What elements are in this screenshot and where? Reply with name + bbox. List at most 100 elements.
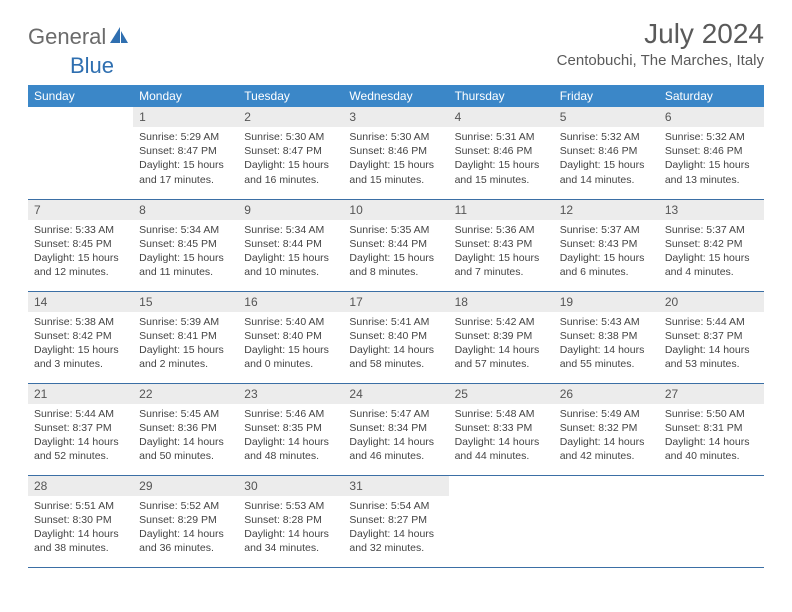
day-details: Sunrise: 5:49 AMSunset: 8:32 PMDaylight:…	[554, 404, 659, 470]
day-details: Sunrise: 5:48 AMSunset: 8:33 PMDaylight:…	[449, 404, 554, 470]
day-details: Sunrise: 5:54 AMSunset: 8:27 PMDaylight:…	[343, 496, 448, 562]
day-details: Sunrise: 5:44 AMSunset: 8:37 PMDaylight:…	[28, 404, 133, 470]
calendar-day-cell: 29Sunrise: 5:52 AMSunset: 8:29 PMDayligh…	[133, 475, 238, 567]
day-details: Sunrise: 5:35 AMSunset: 8:44 PMDaylight:…	[343, 220, 448, 286]
day-number: 4	[449, 107, 554, 127]
calendar-day-cell: 1Sunrise: 5:29 AMSunset: 8:47 PMDaylight…	[133, 107, 238, 199]
calendar-week-row: 21Sunrise: 5:44 AMSunset: 8:37 PMDayligh…	[28, 383, 764, 475]
logo-sail-icon	[108, 25, 130, 50]
day-details: Sunrise: 5:43 AMSunset: 8:38 PMDaylight:…	[554, 312, 659, 378]
day-number: 20	[659, 292, 764, 312]
title-block: July 2024 Centobuchi, The Marches, Italy	[557, 18, 764, 69]
calendar-day-cell: 15Sunrise: 5:39 AMSunset: 8:41 PMDayligh…	[133, 291, 238, 383]
day-details: Sunrise: 5:53 AMSunset: 8:28 PMDaylight:…	[238, 496, 343, 562]
day-number: 25	[449, 384, 554, 404]
day-number: 14	[28, 292, 133, 312]
weekday-header: Monday	[133, 85, 238, 107]
calendar-day-cell: 11Sunrise: 5:36 AMSunset: 8:43 PMDayligh…	[449, 199, 554, 291]
day-number: 18	[449, 292, 554, 312]
day-details: Sunrise: 5:52 AMSunset: 8:29 PMDaylight:…	[133, 496, 238, 562]
calendar-day-cell: 17Sunrise: 5:41 AMSunset: 8:40 PMDayligh…	[343, 291, 448, 383]
day-number: 1	[133, 107, 238, 127]
calendar-day-cell: 5Sunrise: 5:32 AMSunset: 8:46 PMDaylight…	[554, 107, 659, 199]
weekday-header: Sunday	[28, 85, 133, 107]
calendar-table: Sunday Monday Tuesday Wednesday Thursday…	[28, 85, 764, 568]
calendar-day-cell: 30Sunrise: 5:53 AMSunset: 8:28 PMDayligh…	[238, 475, 343, 567]
day-number: 31	[343, 476, 448, 496]
calendar-week-row: 7Sunrise: 5:33 AMSunset: 8:45 PMDaylight…	[28, 199, 764, 291]
calendar-day-cell: 25Sunrise: 5:48 AMSunset: 8:33 PMDayligh…	[449, 383, 554, 475]
calendar-week-row: 28Sunrise: 5:51 AMSunset: 8:30 PMDayligh…	[28, 475, 764, 567]
calendar-day-cell: 23Sunrise: 5:46 AMSunset: 8:35 PMDayligh…	[238, 383, 343, 475]
day-details: Sunrise: 5:32 AMSunset: 8:46 PMDaylight:…	[659, 127, 764, 193]
logo-text-blue: Blue	[70, 53, 114, 78]
calendar-day-cell: 22Sunrise: 5:45 AMSunset: 8:36 PMDayligh…	[133, 383, 238, 475]
calendar-day-cell: 19Sunrise: 5:43 AMSunset: 8:38 PMDayligh…	[554, 291, 659, 383]
day-details: Sunrise: 5:42 AMSunset: 8:39 PMDaylight:…	[449, 312, 554, 378]
calendar-day-cell	[449, 475, 554, 567]
calendar-day-cell: 24Sunrise: 5:47 AMSunset: 8:34 PMDayligh…	[343, 383, 448, 475]
day-number: 21	[28, 384, 133, 404]
calendar-day-cell: 12Sunrise: 5:37 AMSunset: 8:43 PMDayligh…	[554, 199, 659, 291]
day-number: 28	[28, 476, 133, 496]
day-details: Sunrise: 5:50 AMSunset: 8:31 PMDaylight:…	[659, 404, 764, 470]
day-number: 7	[28, 200, 133, 220]
day-number: 10	[343, 200, 448, 220]
day-details: Sunrise: 5:34 AMSunset: 8:44 PMDaylight:…	[238, 220, 343, 286]
calendar-day-cell: 18Sunrise: 5:42 AMSunset: 8:39 PMDayligh…	[449, 291, 554, 383]
day-number: 2	[238, 107, 343, 127]
day-details: Sunrise: 5:40 AMSunset: 8:40 PMDaylight:…	[238, 312, 343, 378]
day-number: 12	[554, 200, 659, 220]
day-number: 23	[238, 384, 343, 404]
weekday-header: Wednesday	[343, 85, 448, 107]
calendar-day-cell: 28Sunrise: 5:51 AMSunset: 8:30 PMDayligh…	[28, 475, 133, 567]
day-details: Sunrise: 5:31 AMSunset: 8:46 PMDaylight:…	[449, 127, 554, 193]
day-details: Sunrise: 5:51 AMSunset: 8:30 PMDaylight:…	[28, 496, 133, 562]
logo: General	[28, 24, 130, 50]
calendar-day-cell: 4Sunrise: 5:31 AMSunset: 8:46 PMDaylight…	[449, 107, 554, 199]
day-details: Sunrise: 5:47 AMSunset: 8:34 PMDaylight:…	[343, 404, 448, 470]
calendar-week-row: 1Sunrise: 5:29 AMSunset: 8:47 PMDaylight…	[28, 107, 764, 199]
day-number: 6	[659, 107, 764, 127]
calendar-day-cell: 13Sunrise: 5:37 AMSunset: 8:42 PMDayligh…	[659, 199, 764, 291]
day-number: 26	[554, 384, 659, 404]
logo-text-general: General	[28, 24, 106, 50]
day-details: Sunrise: 5:34 AMSunset: 8:45 PMDaylight:…	[133, 220, 238, 286]
calendar-day-cell: 20Sunrise: 5:44 AMSunset: 8:37 PMDayligh…	[659, 291, 764, 383]
calendar-day-cell: 10Sunrise: 5:35 AMSunset: 8:44 PMDayligh…	[343, 199, 448, 291]
calendar-day-cell: 6Sunrise: 5:32 AMSunset: 8:46 PMDaylight…	[659, 107, 764, 199]
calendar-day-cell: 27Sunrise: 5:50 AMSunset: 8:31 PMDayligh…	[659, 383, 764, 475]
day-number: 9	[238, 200, 343, 220]
calendar-day-cell: 26Sunrise: 5:49 AMSunset: 8:32 PMDayligh…	[554, 383, 659, 475]
day-number: 5	[554, 107, 659, 127]
day-number: 15	[133, 292, 238, 312]
calendar-day-cell	[28, 107, 133, 199]
calendar-day-cell: 8Sunrise: 5:34 AMSunset: 8:45 PMDaylight…	[133, 199, 238, 291]
calendar-day-cell: 9Sunrise: 5:34 AMSunset: 8:44 PMDaylight…	[238, 199, 343, 291]
calendar-day-cell: 16Sunrise: 5:40 AMSunset: 8:40 PMDayligh…	[238, 291, 343, 383]
calendar-day-cell: 3Sunrise: 5:30 AMSunset: 8:46 PMDaylight…	[343, 107, 448, 199]
day-number: 24	[343, 384, 448, 404]
calendar-page: General July 2024 Centobuchi, The Marche…	[0, 0, 792, 568]
day-details: Sunrise: 5:37 AMSunset: 8:42 PMDaylight:…	[659, 220, 764, 286]
day-number: 13	[659, 200, 764, 220]
day-details: Sunrise: 5:41 AMSunset: 8:40 PMDaylight:…	[343, 312, 448, 378]
calendar-day-cell	[659, 475, 764, 567]
weekday-header-row: Sunday Monday Tuesday Wednesday Thursday…	[28, 85, 764, 107]
calendar-week-row: 14Sunrise: 5:38 AMSunset: 8:42 PMDayligh…	[28, 291, 764, 383]
day-details: Sunrise: 5:30 AMSunset: 8:46 PMDaylight:…	[343, 127, 448, 193]
calendar-body: 1Sunrise: 5:29 AMSunset: 8:47 PMDaylight…	[28, 107, 764, 567]
day-details: Sunrise: 5:38 AMSunset: 8:42 PMDaylight:…	[28, 312, 133, 378]
calendar-day-cell: 31Sunrise: 5:54 AMSunset: 8:27 PMDayligh…	[343, 475, 448, 567]
weekday-header: Friday	[554, 85, 659, 107]
day-details: Sunrise: 5:29 AMSunset: 8:47 PMDaylight:…	[133, 127, 238, 193]
calendar-day-cell: 21Sunrise: 5:44 AMSunset: 8:37 PMDayligh…	[28, 383, 133, 475]
day-number: 30	[238, 476, 343, 496]
weekday-header: Tuesday	[238, 85, 343, 107]
day-number: 8	[133, 200, 238, 220]
day-number: 11	[449, 200, 554, 220]
day-number: 19	[554, 292, 659, 312]
calendar-day-cell	[554, 475, 659, 567]
day-number: 29	[133, 476, 238, 496]
day-details: Sunrise: 5:32 AMSunset: 8:46 PMDaylight:…	[554, 127, 659, 193]
